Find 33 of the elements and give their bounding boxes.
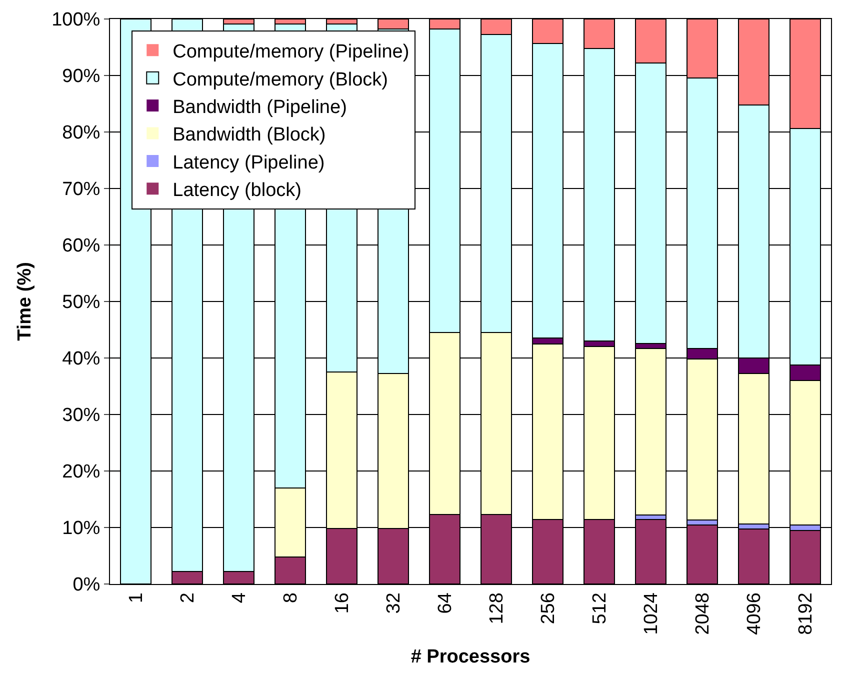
y-axis-title: Time (%) — [14, 262, 36, 341]
x-tick-label: 32 — [383, 592, 404, 614]
x-tick-label: 4 — [228, 592, 250, 604]
x-tick-label: 256 — [538, 592, 559, 624]
x-tick-label: 2048 — [692, 592, 714, 635]
y-tick-label: 40% — [62, 348, 100, 370]
legend-label: Bandwidth (Pipeline) — [172, 96, 347, 118]
x-tick-label: 8192 — [795, 592, 816, 635]
legend-label: Latency (Pipeline) — [172, 152, 325, 174]
legend-label: Latency (block) — [172, 180, 302, 202]
y-tick-label: 80% — [62, 122, 100, 144]
x-tick-label: 2 — [177, 592, 198, 604]
x-tick-label: 64 — [434, 592, 456, 614]
y-tick-label: 100% — [52, 10, 100, 31]
x-tick-label: 512 — [589, 592, 610, 624]
y-tick-label: 30% — [62, 405, 100, 426]
legend-label: Compute/memory (Block) — [172, 69, 388, 90]
y-tick-label: 10% — [62, 518, 100, 540]
x-axis-title: # Processors — [410, 646, 530, 668]
y-tick-label: 0% — [72, 574, 100, 596]
x-tick-label: 1 — [126, 592, 147, 604]
y-tick-label: 20% — [62, 462, 100, 483]
legend-label: Bandwidth (Block) — [172, 124, 326, 146]
x-tick-label: 1024 — [640, 592, 662, 635]
x-tick-label: 8 — [280, 592, 302, 604]
y-tick-label: 90% — [62, 66, 100, 88]
y-tick-label: 60% — [62, 236, 100, 257]
x-tick-label: 4096 — [744, 592, 765, 635]
legend-label: Compute/memory (Pipeline) — [172, 42, 410, 63]
y-tick-label: 70% — [62, 179, 100, 200]
y-tick-label: 50% — [62, 292, 100, 314]
x-tick-label: 16 — [332, 592, 353, 614]
x-tick-label: 128 — [486, 592, 508, 624]
